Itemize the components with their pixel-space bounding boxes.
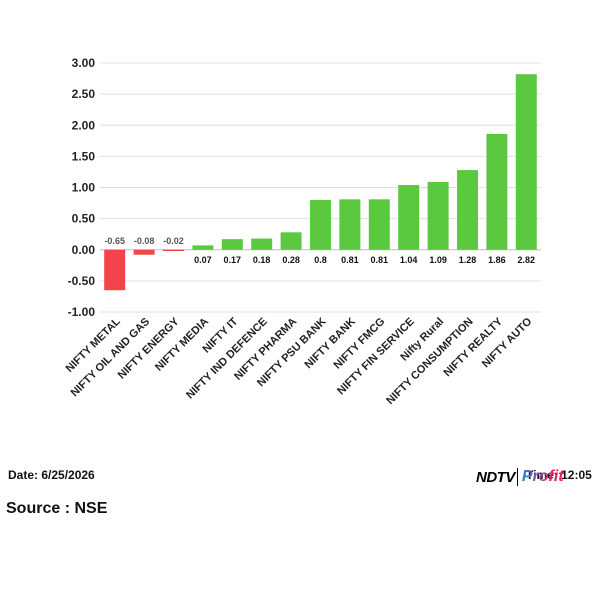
value-label: 1.86: [488, 255, 506, 265]
bar-chart: 3.00 2.50 2.00 1.50 1.00 0.50 0.00 -0.50 -1.00 -…: [64, 56, 541, 407]
value-label: 2.82: [518, 255, 536, 265]
bar: [104, 249, 126, 291]
bar: [280, 232, 302, 250]
value-label: 0.8: [314, 255, 327, 265]
bar: [515, 74, 537, 250]
value-label: 1.04: [400, 255, 418, 265]
y-tick-label: -0.50: [68, 274, 96, 288]
logo-profit-text: Profit: [521, 468, 564, 485]
value-label: -0.65: [104, 236, 125, 246]
value-label: 0.81: [371, 255, 389, 265]
bar: [192, 245, 214, 250]
value-label: 1.28: [459, 255, 477, 265]
y-tick-label: 2.00: [72, 118, 96, 132]
y-tick-label: -1.00: [68, 305, 96, 319]
bar: [133, 249, 155, 255]
y-tick-label: 1.50: [72, 149, 96, 163]
time-label: Time: 12:05: [526, 468, 592, 482]
value-label: -0.08: [134, 236, 155, 246]
bars: [104, 74, 537, 291]
value-label: 0.81: [341, 255, 359, 265]
bar: [339, 199, 361, 250]
source-label: Source : NSE: [6, 500, 108, 517]
value-label: -0.02: [163, 236, 184, 246]
date-label: Date: 6/25/2026: [8, 468, 95, 482]
bar: [457, 170, 478, 250]
value-label: 0.28: [282, 255, 300, 265]
value-label: 0.17: [224, 255, 242, 265]
bar: [486, 133, 508, 250]
bar: [427, 181, 449, 250]
ndtv-profit-logo: NDTV Profit: [476, 466, 564, 488]
bar: [310, 199, 331, 250]
bar: [163, 249, 184, 251]
value-labels: -0.65 -0.08 -0.02 0.07 0.17 0.18 0.28 0.8 0.81 0.…: [104, 236, 535, 265]
y-axis-ticks: 3.00 2.50 2.00 1.50 1.00 0.50 0.00 -0.50 -1.00: [68, 56, 96, 319]
value-label: 1.09: [429, 255, 447, 265]
bar: [398, 185, 420, 250]
bar: [251, 238, 273, 250]
value-label: 0.07: [194, 255, 212, 265]
y-tick-label: 0.50: [72, 212, 96, 226]
value-label: 0.18: [253, 255, 271, 265]
y-tick-label: 0.00: [72, 243, 96, 257]
bar: [368, 199, 390, 250]
y-tick-label: 2.50: [72, 87, 96, 101]
y-tick-label: 1.00: [72, 181, 96, 195]
logo-divider: [516, 468, 518, 486]
y-tick-label: 3.00: [72, 56, 96, 70]
logo-ndtv-text: NDTV: [476, 468, 515, 486]
bar: [221, 239, 243, 250]
